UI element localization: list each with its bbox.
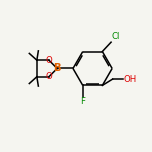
Text: B: B: [53, 64, 61, 73]
Text: O: O: [45, 56, 52, 65]
Text: Cl: Cl: [112, 32, 120, 41]
Text: OH: OH: [124, 75, 137, 84]
Text: F: F: [80, 97, 85, 106]
Text: O: O: [45, 72, 52, 81]
